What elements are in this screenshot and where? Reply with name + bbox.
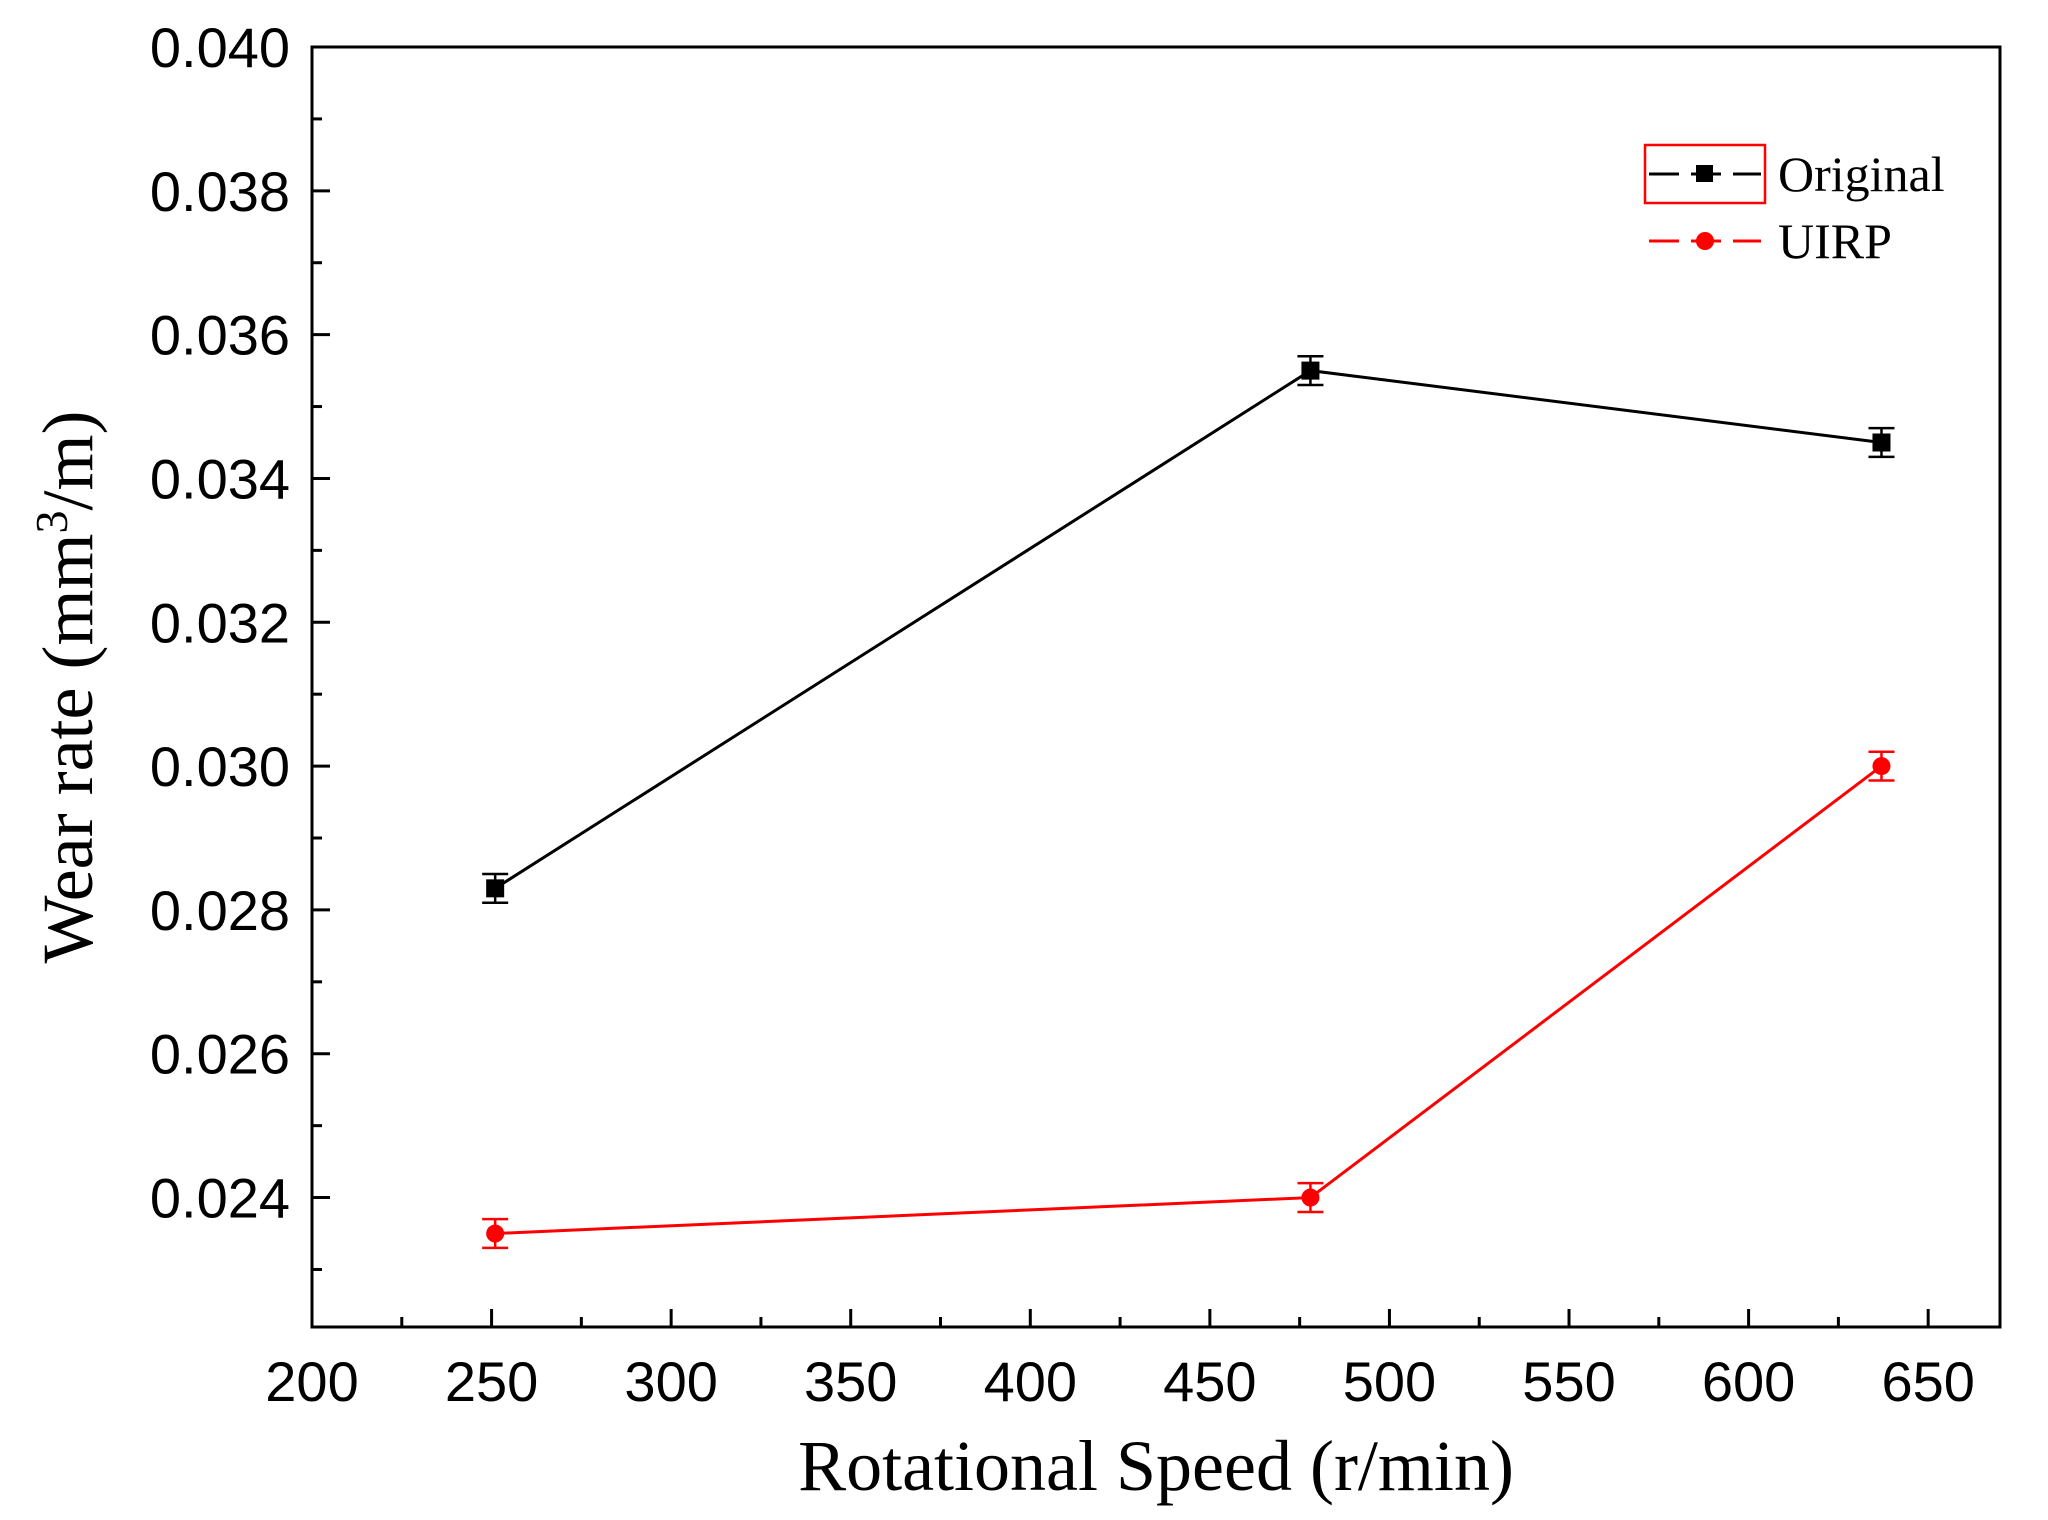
legend: Original UIRP <box>1643 143 1945 269</box>
x-axis-title: Rotational Speed (r/min) <box>798 1426 1514 1506</box>
y-tick-label: 0.028 <box>150 879 290 942</box>
y-tick-label: 0.032 <box>150 591 290 654</box>
y-axis-title: Wear rate (mm3/m) <box>26 411 109 964</box>
legend-marker-original <box>1696 165 1713 182</box>
x-tick-label: 250 <box>445 1350 538 1413</box>
y-tick-label: 0.034 <box>150 447 290 510</box>
plot-frame <box>310 45 2002 1329</box>
y-tick-label: 0.026 <box>150 1023 290 1086</box>
x-tick-label: 350 <box>804 1350 897 1413</box>
data-point-uirp <box>1301 1188 1320 1207</box>
y-axis-title-superscript: 3 <box>26 511 77 534</box>
x-tick-label: 200 <box>265 1350 358 1413</box>
x-tick-label: 650 <box>1881 1350 1974 1413</box>
data-point-original <box>1301 361 1320 380</box>
y-axis-title-main: Wear rate (mm <box>28 534 108 964</box>
y-tick-label: 0.040 <box>150 16 290 79</box>
x-tick-label: 500 <box>1343 1350 1436 1413</box>
x-tick-label: 600 <box>1702 1350 1795 1413</box>
legend-label-original: Original <box>1778 146 1945 202</box>
data-point-original <box>486 879 505 898</box>
data-point-original <box>1872 433 1891 452</box>
x-tick-label: 450 <box>1163 1350 1256 1413</box>
data-series <box>482 354 1895 1250</box>
series-line-uirp <box>495 764 1883 1236</box>
x-tick-label: 300 <box>624 1350 717 1413</box>
axis-ticks: 200 250 300 350 400 450 500 550 600 650 0.024 0.026… <box>150 16 1975 1413</box>
y-tick-label: 0.030 <box>150 735 290 798</box>
legend-label-uirp: UIRP <box>1778 213 1892 269</box>
legend-highlight-box <box>1643 143 1767 205</box>
y-axis-title-suffix: /m) <box>28 411 108 511</box>
x-tick-label: 400 <box>984 1350 1077 1413</box>
y-tick-label: 0.036 <box>150 304 290 367</box>
x-tick-label: 550 <box>1522 1350 1615 1413</box>
y-tick-label: 0.024 <box>150 1167 290 1230</box>
series-line-original <box>494 369 1882 890</box>
legend-marker-uirp <box>1696 232 1714 250</box>
data-point-uirp <box>1872 757 1891 776</box>
y-tick-label: 0.038 <box>150 160 290 223</box>
data-point-uirp <box>486 1224 505 1243</box>
